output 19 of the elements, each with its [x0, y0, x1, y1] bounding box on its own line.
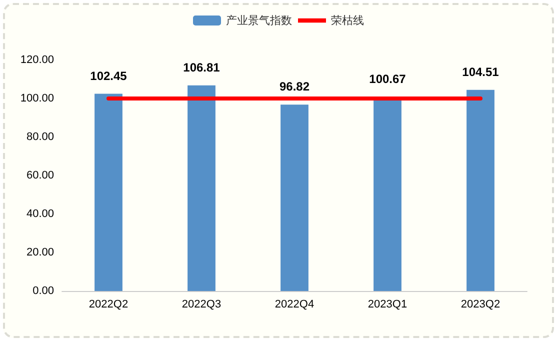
x-tick-label: 2022Q3: [182, 298, 222, 310]
legend-label: 产业景气指数: [226, 14, 292, 27]
data-label: 104.51: [462, 64, 500, 79]
y-tick-label: 120.00: [20, 54, 54, 66]
y-tick-label: 40.00: [26, 208, 54, 220]
x-tick-label: 2023Q1: [368, 298, 408, 310]
x-tick-label: 2022Q2: [88, 298, 128, 310]
legend-label: 荣枯线: [331, 14, 364, 27]
x-tick-label: 2023Q2: [460, 298, 500, 310]
y-tick-label: 60.00: [26, 170, 54, 182]
data-label: 106.81: [183, 60, 220, 74]
data-label: 102.45: [90, 68, 128, 83]
y-tick-label: 0.00: [32, 285, 54, 297]
data-label: 96.82: [279, 80, 310, 94]
x-tick-label: 2022Q4: [274, 298, 314, 310]
y-tick-label: 20.00: [26, 246, 54, 258]
y-tick-label: 100.00: [20, 92, 54, 104]
data-label: 100.67: [369, 72, 406, 86]
y-tick-label: 80.00: [26, 131, 54, 143]
